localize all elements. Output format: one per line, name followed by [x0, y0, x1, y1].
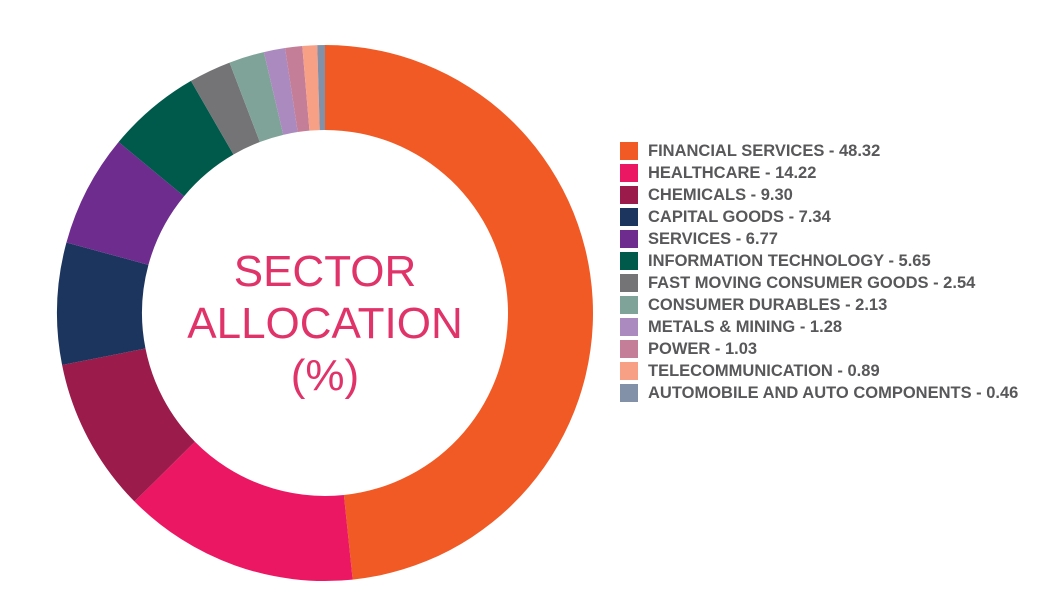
- title-line: SECTOR: [233, 247, 417, 296]
- legend-item: FINANCIAL SERVICES - 48.32: [620, 140, 1030, 162]
- legend-item: SERVICES - 6.77: [620, 228, 1030, 250]
- title-line: (%): [290, 351, 360, 400]
- legend-label: HEALTHCARE - 14.22: [648, 164, 817, 182]
- legend-label: INFORMATION TECHNOLOGY - 5.65: [648, 252, 931, 270]
- legend-item: AUTOMOBILE AND AUTO COMPONENTS - 0.46: [620, 382, 1030, 404]
- legend-swatch: [620, 340, 638, 358]
- title-line: ALLOCATION: [187, 299, 463, 348]
- donut-slice-financial-services: [325, 45, 593, 580]
- donut-slice-fast-moving-consumer-goods: [190, 62, 260, 155]
- legend-swatch: [620, 318, 638, 336]
- legend-label: CAPITAL GOODS - 7.34: [648, 208, 831, 226]
- donut-slice-information-technology: [118, 80, 234, 197]
- legend-item: HEALTHCARE - 14.22: [620, 162, 1030, 184]
- legend-label: CONSUMER DURABLES - 2.13: [648, 296, 888, 314]
- donut-slice-telecommunication: [302, 45, 320, 131]
- legend-item: FAST MOVING CONSUMER GOODS - 2.54: [620, 272, 1030, 294]
- legend-swatch: [620, 142, 638, 160]
- legend-swatch: [620, 296, 638, 314]
- donut-slice-consumer-durables: [229, 52, 284, 142]
- legend-label: FINANCIAL SERVICES - 48.32: [648, 142, 881, 160]
- legend-swatch: [620, 252, 638, 270]
- legend-label: AUTOMOBILE AND AUTO COMPONENTS - 0.46: [648, 384, 1019, 402]
- legend-swatch: [620, 384, 638, 402]
- legend-swatch: [620, 362, 638, 380]
- chart-title: SECTOR ALLOCATION (%): [185, 246, 465, 402]
- donut-slice-metals-mining: [263, 47, 298, 135]
- donut-slice-power: [285, 45, 310, 133]
- legend-swatch: [620, 208, 638, 226]
- legend-item: POWER - 1.03: [620, 338, 1030, 360]
- legend-swatch: [620, 274, 638, 292]
- legend-item: CONSUMER DURABLES - 2.13: [620, 294, 1030, 316]
- donut-slice-chemicals: [62, 348, 195, 502]
- legend-label: FAST MOVING CONSUMER GOODS - 2.54: [648, 274, 976, 292]
- donut-slice-capital-goods: [56, 242, 149, 366]
- legend-swatch: [620, 230, 638, 248]
- legend-swatch: [620, 186, 638, 204]
- legend-item: TELECOMMUNICATION - 0.89: [620, 360, 1030, 382]
- legend-label: TELECOMMUNICATION - 0.89: [648, 362, 880, 380]
- legend: FINANCIAL SERVICES - 48.32 HEALTHCARE - 1…: [620, 140, 1030, 404]
- legend-item: CHEMICALS - 9.30: [620, 184, 1030, 206]
- legend-label: CHEMICALS - 9.30: [648, 186, 793, 204]
- legend-item: INFORMATION TECHNOLOGY - 5.65: [620, 250, 1030, 272]
- legend-swatch: [620, 164, 638, 182]
- legend-label: METALS & MINING - 1.28: [648, 318, 843, 336]
- legend-item: CAPITAL GOODS - 7.34: [620, 206, 1030, 228]
- legend-item: METALS & MINING - 1.28: [620, 316, 1030, 338]
- donut-chart: [56, 45, 593, 581]
- donut-slice-services: [66, 142, 185, 265]
- donut-slice-automobile-and-auto-components: [317, 45, 325, 131]
- donut-slice-healthcare: [134, 441, 353, 581]
- legend-label: SERVICES - 6.77: [648, 230, 778, 248]
- legend-label: POWER - 1.03: [648, 340, 758, 358]
